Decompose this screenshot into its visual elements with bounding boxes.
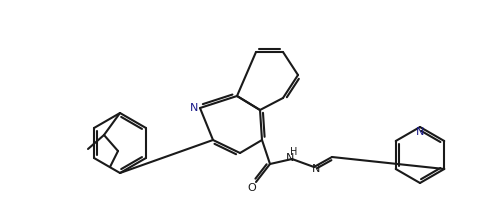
Text: N: N [416,127,424,137]
Text: H: H [290,147,298,157]
Text: N: N [312,164,320,174]
Text: O: O [248,183,256,193]
Text: N: N [190,103,198,113]
Text: N: N [286,153,294,163]
